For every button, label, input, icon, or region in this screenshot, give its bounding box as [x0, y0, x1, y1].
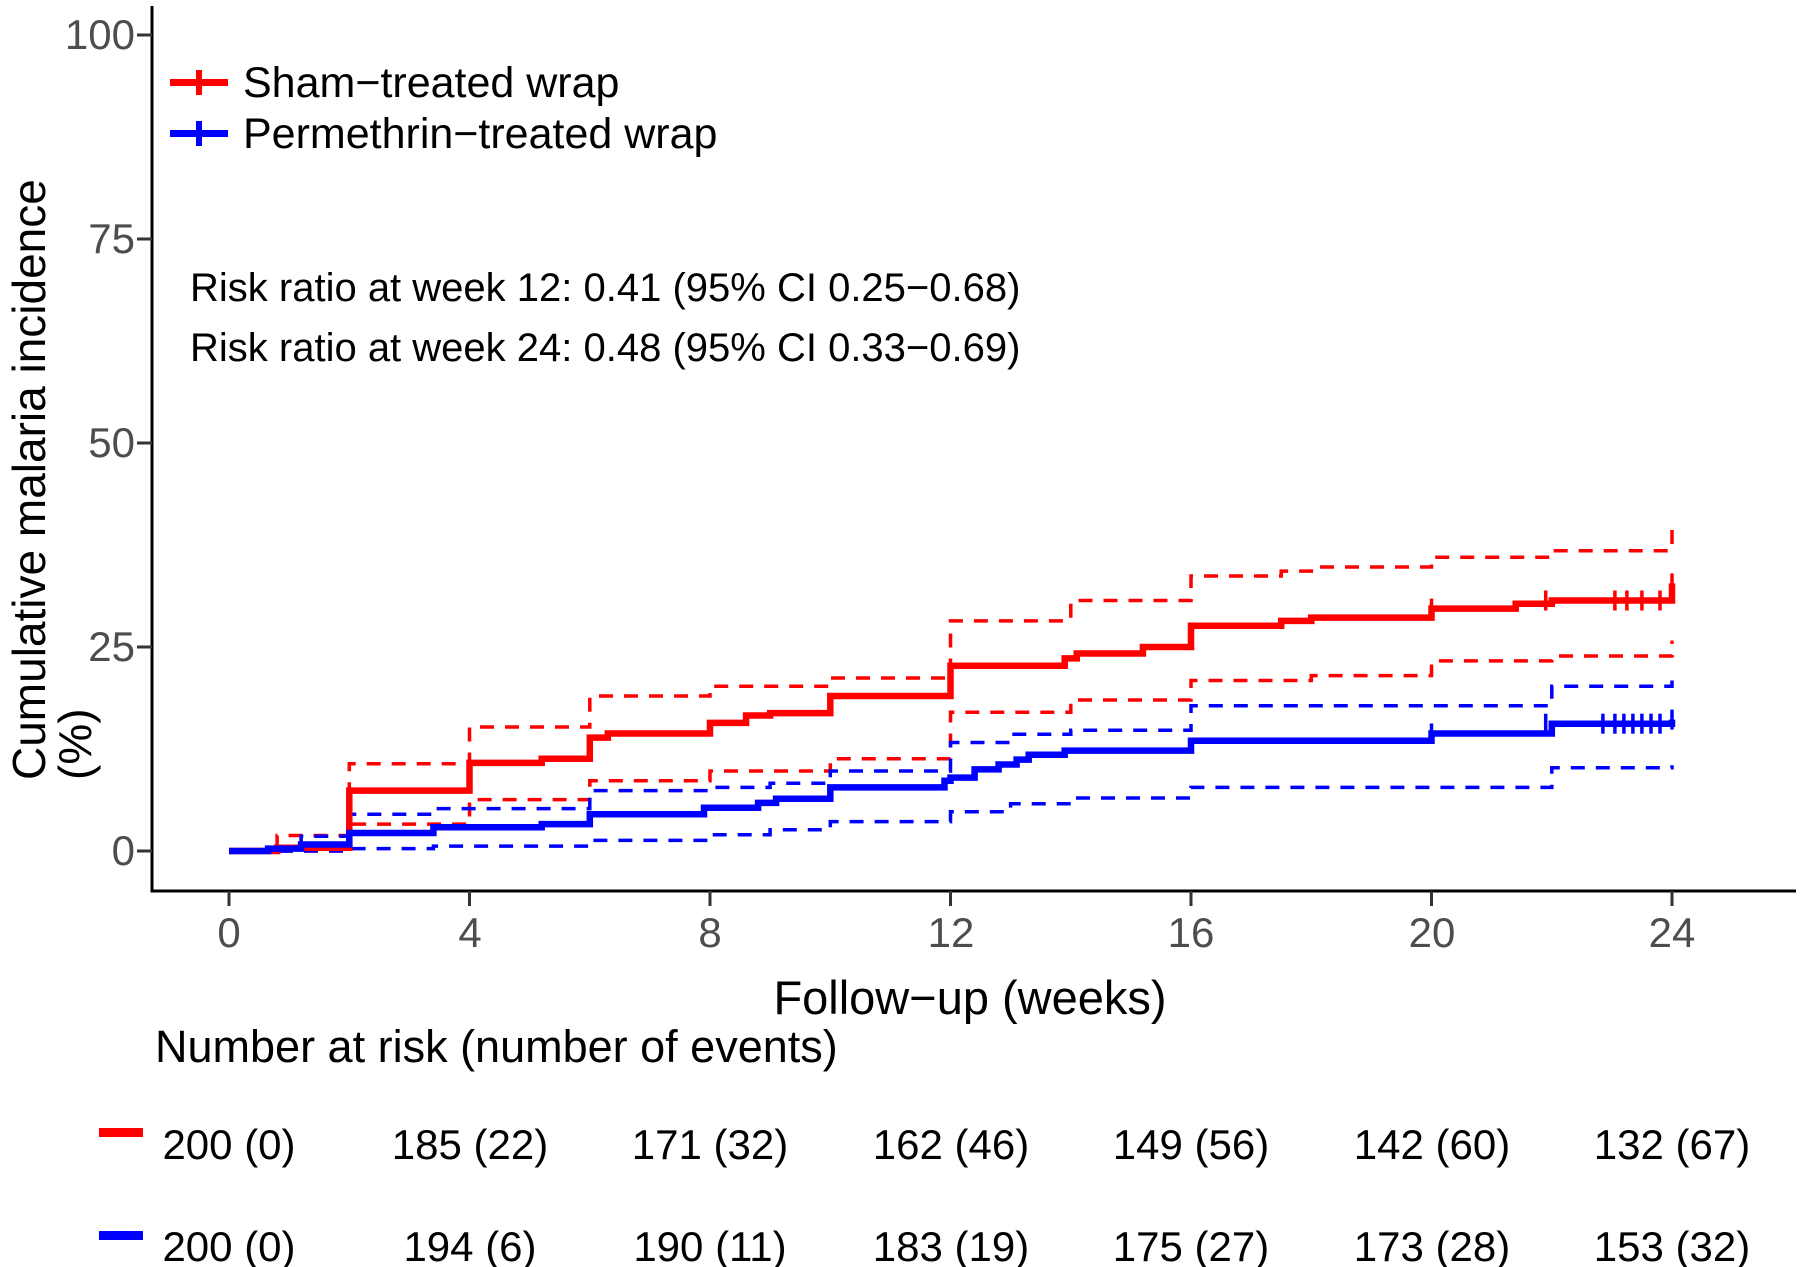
sham-lower-ci — [229, 640, 1674, 853]
x-tick-label-8: 8 — [698, 909, 722, 956]
risk-value: 200 (0) — [162, 1121, 296, 1168]
y-tick-label-25: 25 — [88, 623, 135, 670]
y-tick-label-75: 75 — [88, 215, 135, 262]
x-tick-label-12: 12 — [927, 909, 975, 956]
legend-label-sham: Sham−treated wrap — [243, 59, 620, 107]
risk-marker-sham — [99, 1128, 143, 1137]
y-tick-label-50: 50 — [88, 419, 135, 466]
risk-value: 153 (32) — [1593, 1223, 1751, 1267]
permethrin-upper-ci — [229, 680, 1674, 853]
legend-key-permethrin-icon — [170, 104, 228, 162]
x-tick-label-4: 4 — [458, 909, 482, 956]
risk-value: 190 (11) — [633, 1223, 787, 1267]
risk-value: 175 (27) — [1112, 1223, 1270, 1267]
sham-upper-ci — [229, 528, 1674, 853]
risk-value: 132 (67) — [1593, 1121, 1751, 1168]
legend-label-permethrin: Permethrin−treated wrap — [243, 110, 718, 158]
risk-ratio-week12-annotation: Risk ratio at week 12: 0.41 (95% CI 0.25… — [190, 266, 1021, 310]
risk-value: 142 (60) — [1353, 1121, 1511, 1168]
permethrin-curve — [229, 719, 1676, 855]
risk-table-header: Number at risk (number of events) — [155, 1021, 838, 1072]
legend-key-sham-icon — [170, 53, 228, 111]
permethrin-lower-ci — [229, 765, 1674, 853]
risk-value: 194 (6) — [403, 1223, 537, 1267]
risk-value: 200 (0) — [162, 1223, 296, 1267]
x-tick-label-0: 0 — [217, 909, 241, 956]
x-axis-title: Follow−up (weeks) — [773, 971, 1167, 1024]
risk-value: 162 (46) — [872, 1121, 1030, 1168]
risk-value: 171 (32) — [631, 1121, 789, 1168]
y-tick-label-0: 0 — [111, 827, 135, 874]
risk-marker-permethrin — [99, 1231, 143, 1240]
y-tick-label-100: 100 — [64, 11, 135, 58]
x-tick-label-16: 16 — [1167, 909, 1215, 956]
risk-value: 183 (19) — [872, 1223, 1030, 1267]
x-tick-label-24: 24 — [1648, 909, 1696, 956]
risk-value: 173 (28) — [1353, 1223, 1511, 1267]
x-tick-label-20: 20 — [1408, 909, 1456, 956]
risk-ratio-week24-annotation: Risk ratio at week 24: 0.48 (95% CI 0.33… — [190, 326, 1021, 370]
risk-value: 185 (22) — [391, 1121, 549, 1168]
risk-value: 149 (56) — [1112, 1121, 1270, 1168]
